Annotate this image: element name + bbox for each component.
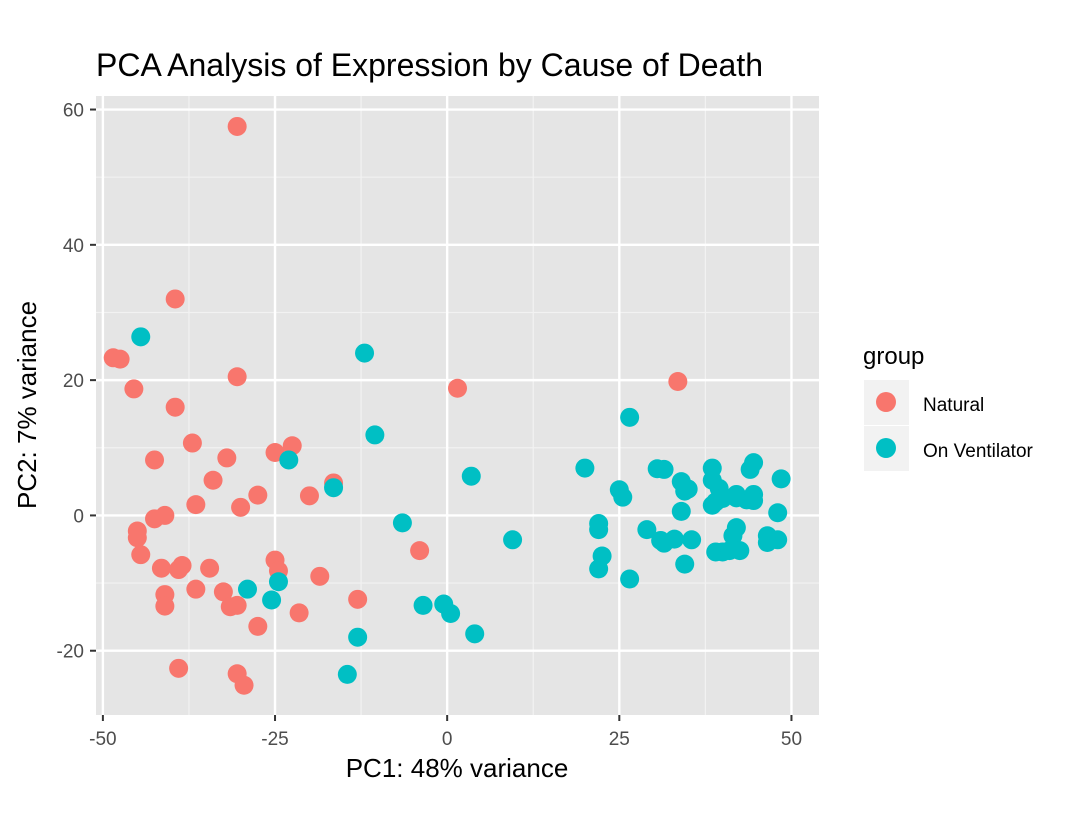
point-on-ventilator	[620, 407, 640, 427]
point-on-ventilator	[671, 501, 691, 521]
point-natural	[145, 450, 165, 470]
point-on-ventilator	[392, 513, 412, 533]
point-natural	[348, 589, 368, 609]
point-natural	[186, 579, 206, 599]
point-natural	[131, 545, 151, 565]
point-natural	[227, 595, 247, 615]
y-tick-label: -20	[57, 642, 84, 663]
point-on-ventilator	[262, 590, 282, 610]
y-axis: -20 0 20 40 60	[57, 101, 96, 663]
point-natural	[127, 528, 147, 548]
point-on-ventilator	[237, 579, 257, 599]
legend-title: group	[863, 343, 924, 370]
point-natural	[110, 349, 130, 369]
point-on-ventilator	[771, 469, 791, 489]
legend-label-natural: Natural	[923, 395, 984, 416]
point-natural	[165, 397, 185, 417]
point-natural	[182, 433, 202, 453]
data-points	[103, 116, 791, 695]
x-axis: -50 -25 0 25 50	[89, 715, 802, 750]
point-on-ventilator	[268, 572, 288, 592]
legend: group Natural On Ventilator	[863, 343, 1034, 471]
point-on-ventilator	[654, 459, 674, 479]
point-natural	[448, 378, 467, 398]
legend-key-natural	[876, 392, 896, 412]
point-on-ventilator	[461, 466, 481, 486]
point-on-ventilator	[730, 541, 750, 561]
legend-item-natural: Natural	[864, 380, 984, 425]
point-natural	[200, 558, 220, 578]
legend-key-on-ventilator	[876, 438, 896, 458]
point-natural	[410, 541, 430, 561]
point-natural	[299, 486, 319, 506]
x-tick-label: -50	[89, 729, 116, 750]
point-on-ventilator	[465, 624, 485, 644]
point-on-ventilator	[413, 595, 433, 615]
point-natural	[186, 495, 206, 515]
legend-item-on-ventilator: On Ventilator	[864, 426, 1034, 471]
point-on-ventilator	[355, 343, 375, 363]
point-on-ventilator	[637, 520, 657, 540]
point-on-ventilator	[324, 478, 344, 498]
point-natural	[172, 555, 192, 575]
y-axis-label: PC2: 7% variance	[12, 301, 42, 509]
point-natural	[227, 367, 247, 387]
point-natural	[668, 371, 688, 391]
point-natural	[234, 675, 254, 695]
grid-minor	[96, 96, 819, 715]
y-tick-label: 40	[63, 236, 84, 257]
point-on-ventilator	[613, 487, 633, 507]
x-tick-label: 25	[609, 729, 630, 750]
legend-label-on-ventilator: On Ventilator	[923, 441, 1034, 462]
y-tick-label: 20	[63, 371, 84, 392]
point-on-ventilator	[768, 503, 788, 523]
plot-panel	[96, 96, 819, 715]
point-on-ventilator	[279, 450, 299, 470]
point-on-ventilator	[131, 327, 151, 347]
point-natural	[213, 582, 233, 602]
point-natural	[151, 558, 171, 578]
point-on-ventilator	[757, 532, 777, 552]
point-natural	[165, 289, 185, 309]
point-on-ventilator	[503, 530, 523, 550]
y-tick-label: 0	[73, 506, 84, 527]
point-on-ventilator	[589, 520, 609, 540]
y-tick-label: 60	[63, 101, 84, 122]
chart-title: PCA Analysis of Expression by Cause of D…	[96, 47, 763, 83]
x-tick-label: 50	[781, 729, 802, 750]
point-natural	[124, 379, 144, 399]
x-tick-label: 0	[442, 729, 453, 750]
point-on-ventilator	[664, 529, 684, 549]
point-natural	[231, 497, 251, 517]
point-on-ventilator	[575, 458, 595, 478]
point-natural	[145, 509, 165, 529]
point-on-ventilator	[675, 554, 695, 574]
point-on-ventilator	[723, 526, 743, 546]
point-on-ventilator	[744, 491, 764, 511]
point-natural	[248, 485, 268, 505]
point-on-ventilator	[589, 559, 609, 579]
x-axis-label: PC1: 48% variance	[346, 753, 569, 783]
point-natural	[155, 596, 175, 616]
point-on-ventilator	[441, 604, 461, 624]
point-on-ventilator	[678, 479, 698, 499]
point-on-ventilator	[337, 664, 357, 684]
grid-major	[96, 96, 819, 715]
point-natural	[310, 566, 330, 586]
x-tick-label: -25	[261, 729, 288, 750]
point-on-ventilator	[682, 530, 702, 550]
point-natural	[203, 470, 223, 490]
point-natural	[248, 616, 268, 636]
point-natural	[289, 603, 309, 623]
point-natural	[217, 448, 237, 468]
point-natural	[282, 436, 302, 456]
point-on-ventilator	[365, 425, 385, 445]
point-on-ventilator	[740, 459, 760, 479]
point-on-ventilator	[651, 530, 671, 550]
point-natural	[227, 116, 247, 136]
point-on-ventilator	[620, 569, 640, 589]
point-natural	[169, 658, 189, 678]
point-on-ventilator	[348, 627, 368, 647]
